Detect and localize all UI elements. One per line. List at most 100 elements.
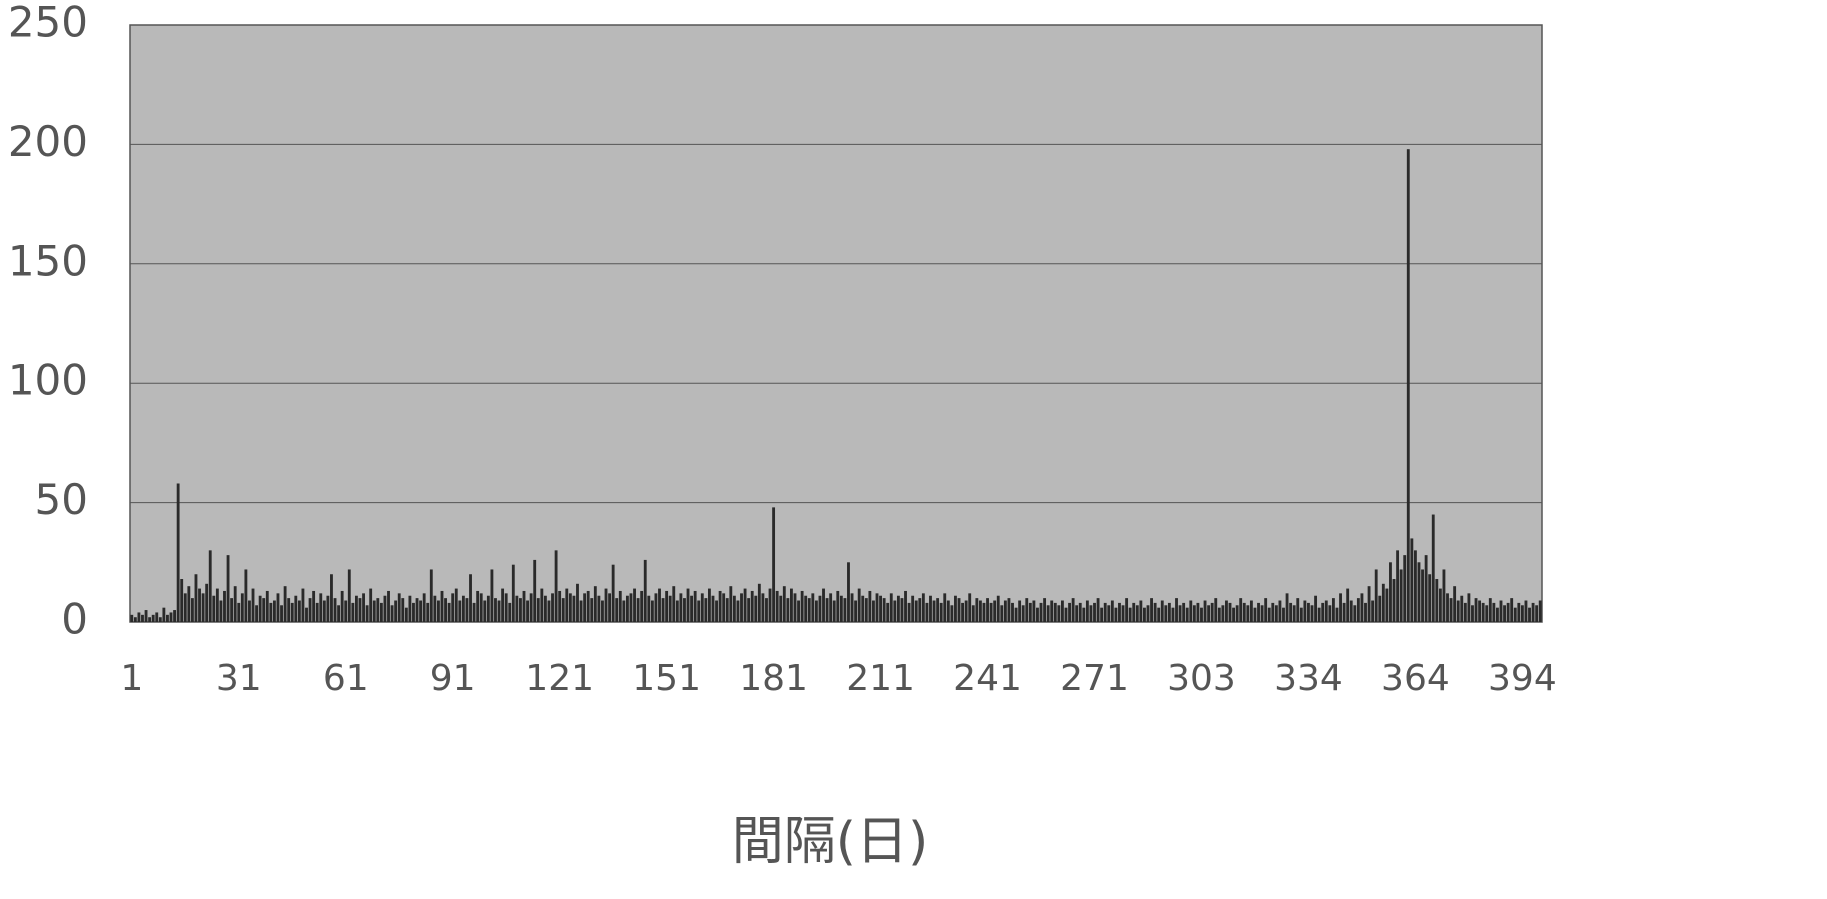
bar: [1356, 598, 1360, 622]
bar: [362, 593, 365, 622]
bar: [469, 574, 472, 622]
bar: [198, 588, 201, 622]
y-tick-label: 100: [8, 356, 88, 405]
x-tick-label: 394: [1488, 658, 1557, 699]
bar: [387, 590, 390, 622]
bar: [1538, 600, 1542, 622]
bar: [558, 590, 562, 622]
bar: [294, 595, 298, 622]
bar: [536, 598, 540, 622]
x-tick-label: 181: [739, 658, 808, 699]
bar: [1282, 607, 1285, 622]
bar: [1078, 602, 1082, 622]
bar: [476, 590, 480, 622]
bar: [429, 569, 433, 622]
bar: [1417, 562, 1421, 622]
bar: [201, 593, 205, 622]
bar: [522, 590, 526, 622]
x-tick-label: 364: [1381, 658, 1450, 699]
bar: [554, 550, 558, 622]
bar: [1324, 600, 1328, 622]
bar: [333, 598, 337, 622]
bar: [297, 600, 301, 622]
bar: [1089, 605, 1093, 622]
bar: [640, 590, 644, 622]
bar: [729, 586, 733, 622]
bar: [968, 593, 972, 622]
bar: [715, 600, 718, 622]
bar: [1535, 605, 1539, 622]
bar: [772, 507, 776, 622]
bar: [982, 602, 986, 622]
bar: [732, 595, 736, 622]
bar: [1235, 605, 1239, 622]
bar: [1157, 607, 1161, 622]
bar: [251, 588, 255, 622]
plot-area: [129, 24, 1543, 623]
bar: [1150, 598, 1153, 622]
bar: [971, 605, 975, 622]
bar: [1053, 602, 1057, 622]
bar: [1075, 605, 1079, 622]
bar: [1531, 602, 1535, 622]
bar: [1135, 605, 1139, 622]
bar: [1328, 605, 1332, 622]
bar: [1517, 602, 1521, 622]
bar: [1406, 149, 1410, 622]
bar: [615, 598, 619, 622]
bar: [586, 590, 590, 622]
bar: [529, 593, 533, 622]
bar: [1110, 600, 1114, 622]
bar: [1057, 605, 1061, 622]
x-tick-label: 211: [846, 658, 915, 699]
bar: [511, 564, 515, 622]
bar: [1496, 607, 1499, 622]
bar: [1399, 569, 1403, 622]
bar: [601, 600, 604, 622]
bar: [1474, 598, 1478, 622]
bar: [800, 590, 804, 622]
bar: [572, 595, 576, 622]
bar: [1438, 588, 1442, 622]
bar: [1435, 579, 1439, 622]
bar: [975, 598, 979, 622]
y-tick-label: 150: [8, 236, 88, 285]
bar: [1103, 602, 1107, 622]
bar: [547, 600, 551, 622]
bar: [1153, 602, 1157, 622]
bar: [986, 598, 989, 622]
bar: [1274, 605, 1278, 622]
bar: [280, 605, 283, 622]
bar: [1064, 607, 1068, 622]
bar: [1032, 600, 1036, 622]
bar: [943, 593, 947, 622]
bar: [921, 593, 925, 622]
bar: [1424, 555, 1428, 622]
bar: [1449, 598, 1453, 622]
bar: [1389, 562, 1392, 622]
x-tick-label: 1: [120, 658, 143, 699]
bar: [1085, 600, 1089, 622]
bar: [1214, 598, 1218, 622]
bar: [704, 598, 708, 622]
bar: [433, 595, 437, 622]
bar: [1520, 605, 1524, 622]
bar: [950, 605, 954, 622]
bar: [889, 593, 893, 622]
bar: [725, 598, 729, 622]
bar: [1107, 605, 1111, 622]
bar: [419, 600, 423, 622]
bar: [754, 595, 758, 622]
bar: [757, 583, 761, 622]
bar: [690, 595, 694, 622]
bar: [693, 590, 697, 622]
y-tick-label: 200: [8, 117, 88, 166]
bar: [608, 593, 612, 622]
bar: [212, 595, 216, 622]
bar: [818, 595, 822, 622]
bar: [1000, 605, 1004, 622]
bar: [1249, 600, 1253, 622]
bar: [1303, 600, 1307, 622]
bar: [904, 590, 907, 622]
bar: [1364, 602, 1367, 622]
